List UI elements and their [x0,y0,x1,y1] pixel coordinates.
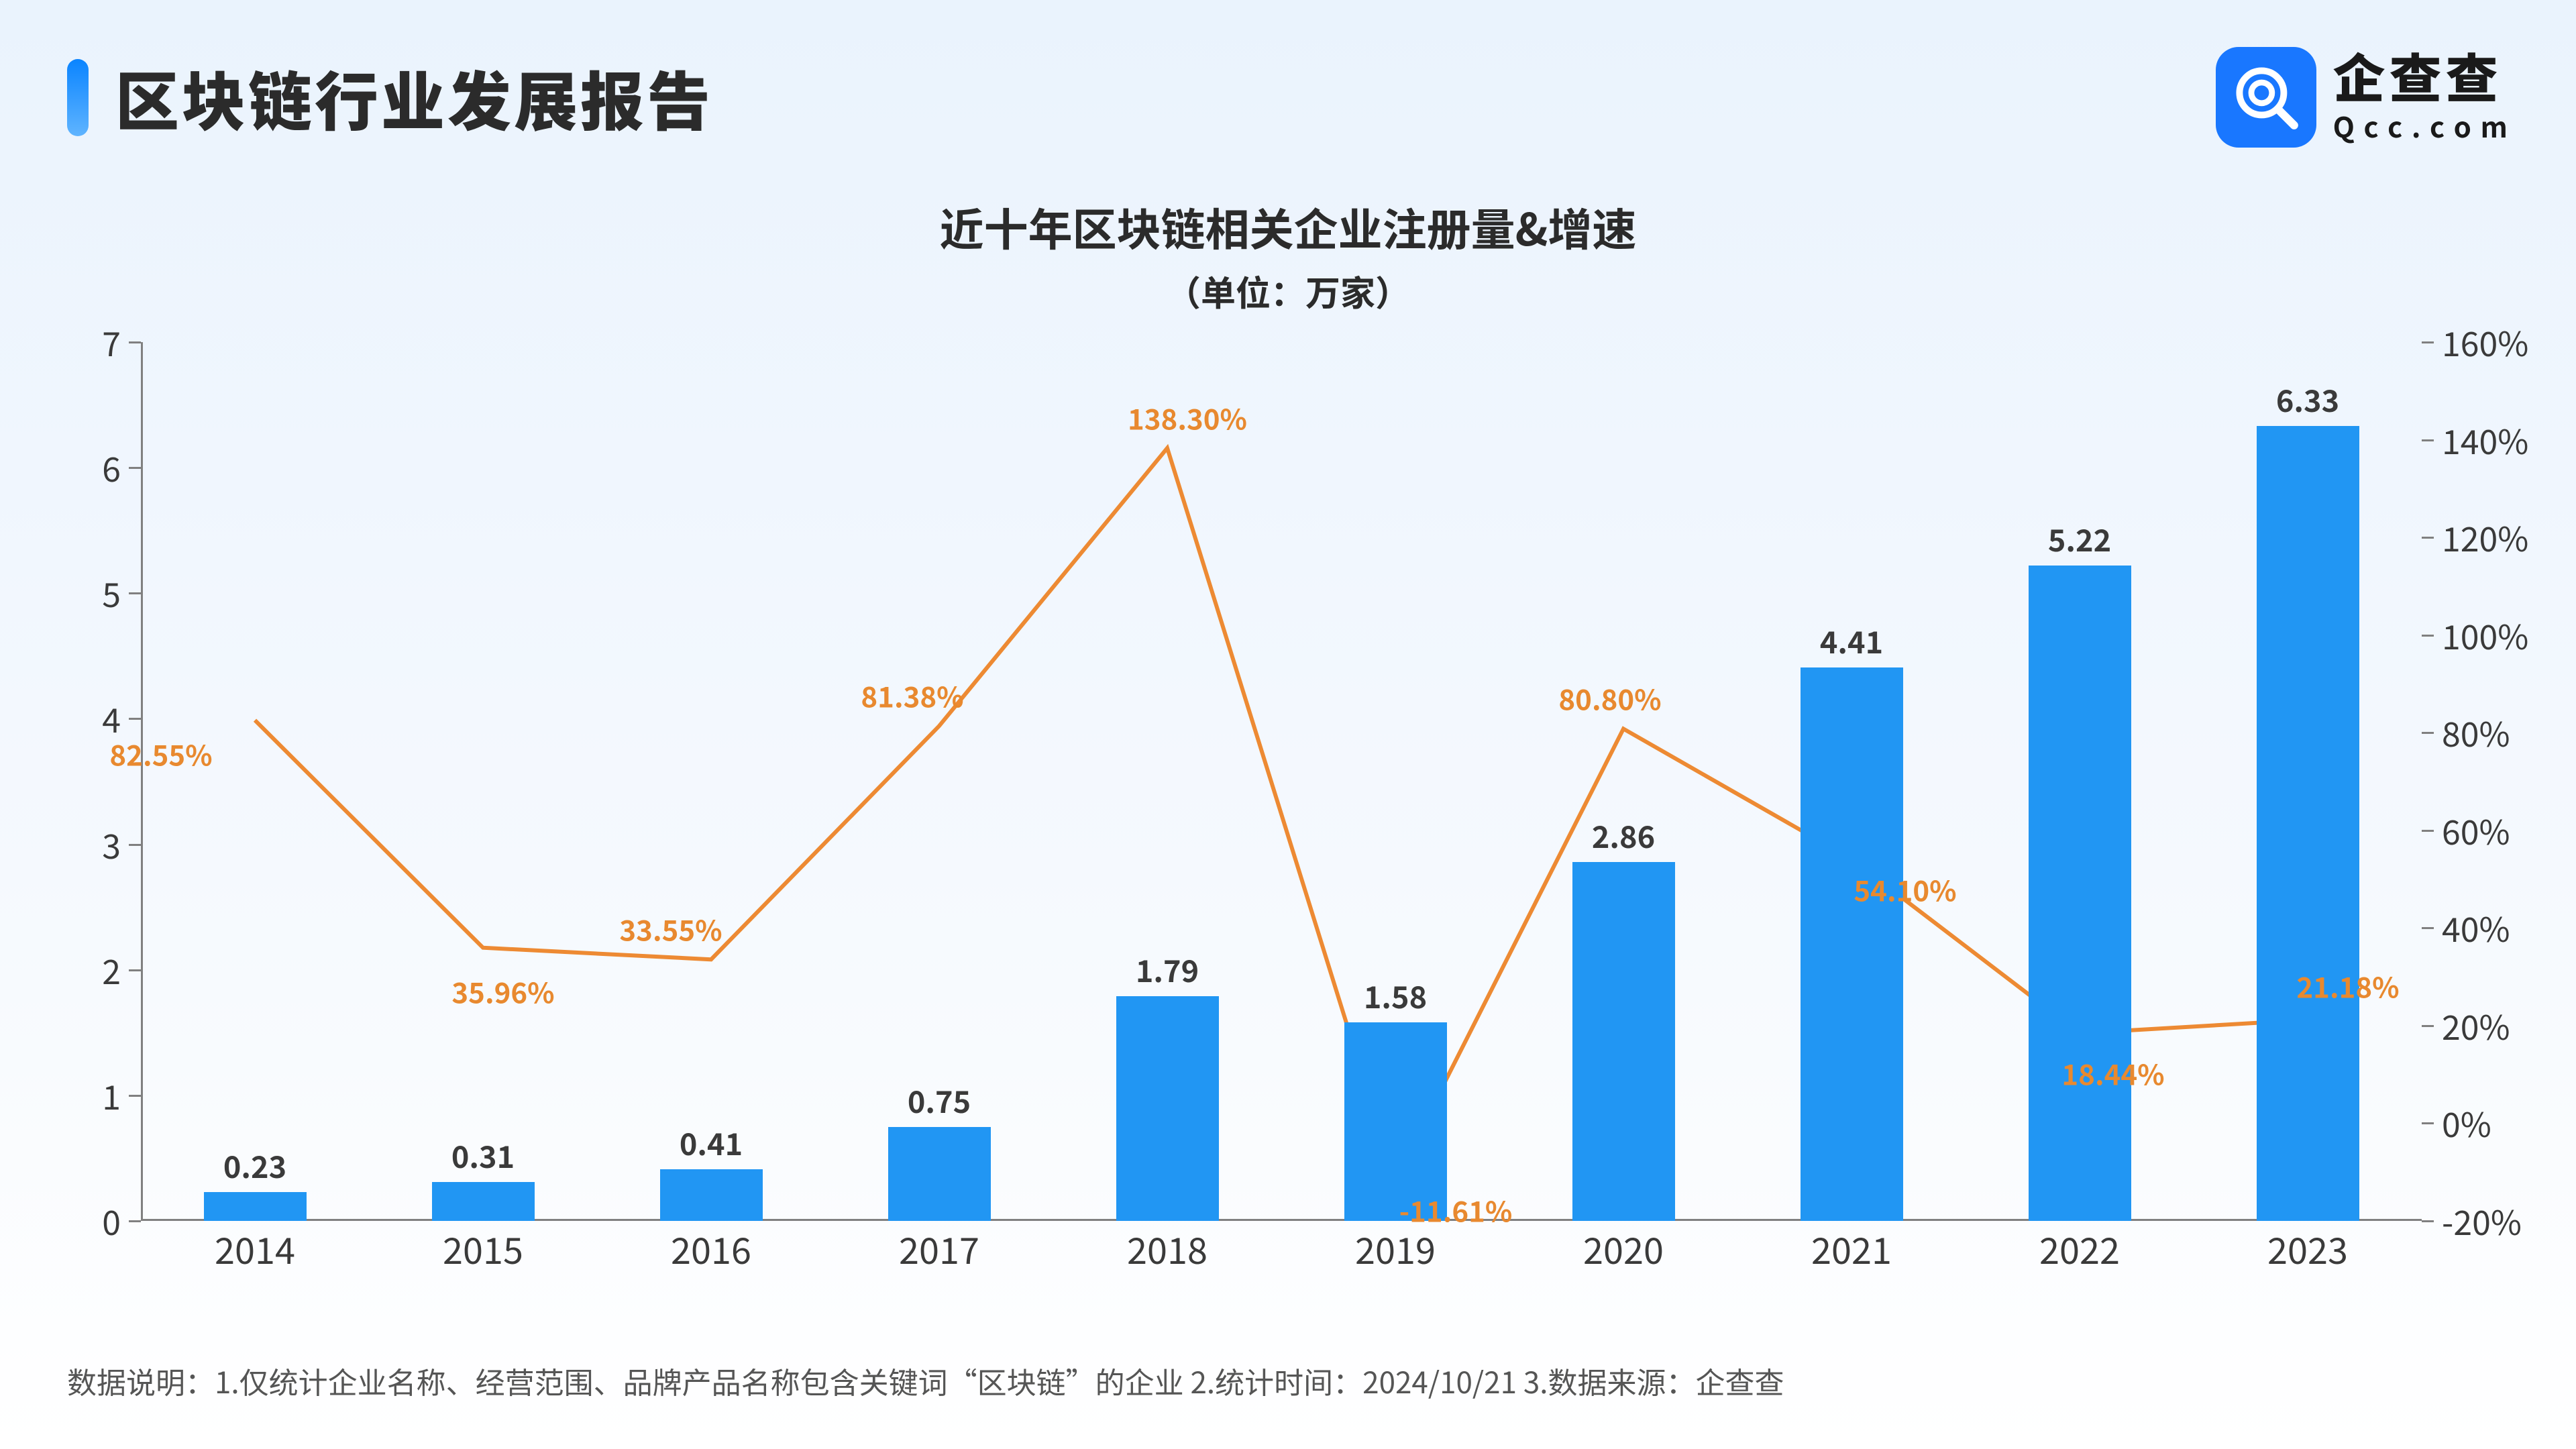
line-value-label: 21.18% [2296,966,2399,1007]
logo-badge-icon [2216,47,2316,148]
y-tick-right [2422,732,2434,734]
bar-value-label: 1.79 [1136,947,1199,991]
line-value-label: 82.55% [109,733,212,774]
y-tick-label-right: 20% [2442,1002,2549,1050]
logo-text: 企查查 Q c c . c o m [2333,49,2509,146]
x-tick-label: 2014 [215,1222,295,1275]
logo-en: Q c c . c o m [2333,105,2509,146]
bar-value-label: 4.41 [1820,619,1883,662]
y-tick-label-right: 120% [2442,513,2549,561]
line-value-label: 54.10% [1854,869,1956,910]
x-tick-label: 2023 [2267,1222,2348,1275]
bar [204,1192,307,1221]
y-tick-right [2422,439,2434,441]
line-value-label: -11.61% [1399,1189,1513,1230]
y-tick-label-left: 5 [87,569,121,617]
x-tick-label: 2018 [1127,1222,1208,1275]
y-tick-left [129,718,141,720]
bar [1116,996,1219,1221]
x-tick-label: 2022 [2039,1222,2120,1275]
bar-value-label: 0.75 [908,1078,971,1122]
y-tick-label-right: 80% [2442,708,2549,757]
y-tick-right [2422,635,2434,637]
bar-value-label: 0.41 [680,1120,743,1164]
bar [2029,566,2131,1221]
y-tick-label-right: 100% [2442,611,2549,659]
bar [1572,862,1675,1221]
y-tick-label-left: 1 [87,1071,121,1120]
bar [432,1182,535,1221]
y-tick-right [2422,1220,2434,1222]
y-tick-right [2422,830,2434,832]
y-tick-left [129,1220,141,1222]
y-tick-label-right: -20% [2442,1197,2549,1245]
x-tick-label: 2015 [443,1222,523,1275]
line-value-label: 138.30% [1128,397,1247,438]
line-value-label: 33.55% [619,909,722,950]
x-tick-label: 2021 [1811,1222,1892,1275]
line-value-label: 81.38% [861,676,963,716]
y-tick-left [129,341,141,343]
bar [888,1127,991,1221]
y-tick-right [2422,927,2434,929]
y-tick-label-left: 0 [87,1197,121,1245]
accent-bar [67,59,89,136]
y-tick-left [129,969,141,971]
line-value-label: 35.96% [451,971,554,1012]
header: 区块链行业发展报告 企查查 Q c c . c o m [67,47,2509,148]
page-title: 区块链行业发展报告 [115,52,713,144]
x-tick-label: 2017 [899,1222,979,1275]
y-tick-label-left: 6 [87,443,121,492]
y-tick-label-right: 160% [2442,318,2549,366]
y-tick-label-right: 0% [2442,1099,2549,1147]
y-tick-label-right: 40% [2442,904,2549,952]
x-tick-label: 2016 [671,1222,751,1275]
header-left: 区块链行业发展报告 [67,52,713,144]
line-value-label: 18.44% [2061,1053,2164,1094]
footnote: 数据说明：1.仅统计企业名称、经营范围、品牌产品名称包含关键词“区块链”的企业 … [67,1359,2509,1402]
y-tick-label-left: 2 [87,946,121,994]
y-tick-right [2422,1122,2434,1124]
line-value-label: 80.80% [1558,678,1661,719]
y-tick-right [2422,1025,2434,1027]
bar [660,1169,763,1221]
bar-value-label: 5.22 [2048,517,2111,560]
chart-plot: 01234567-20%0%20%40%60%80%100%120%140%16… [141,342,2422,1221]
bar [2257,426,2359,1221]
logo: 企查查 Q c c . c o m [2216,47,2509,148]
bar-value-label: 2.86 [1592,813,1655,857]
y-tick-left [129,844,141,846]
bar-value-label: 6.33 [2276,377,2339,421]
y-tick-label-left: 7 [87,318,121,366]
chart-title: 近十年区块链相关企业注册量&增速 [67,195,2509,259]
y-tick-label-right: 60% [2442,806,2549,855]
logo-cn: 企查查 [2333,49,2509,101]
x-tick-label: 2020 [1583,1222,1664,1275]
growth-line [255,448,2308,1180]
y-tick-right [2422,341,2434,343]
y-tick-label-right: 140% [2442,416,2549,464]
y-tick-right [2422,537,2434,539]
y-tick-left [129,592,141,594]
bar-value-label: 1.58 [1364,973,1427,1017]
chart: 近十年区块链相关企业注册量&增速 （单位：万家） 01234567-20%0%2… [67,195,2509,1301]
chart-subtitle: （单位：万家） [67,266,2509,316]
y-tick-label-left: 3 [87,820,121,869]
bar [1801,667,1903,1221]
y-tick-left [129,467,141,469]
bar-value-label: 0.23 [223,1143,286,1187]
y-tick-left [129,1095,141,1097]
bar-value-label: 0.31 [451,1133,515,1177]
